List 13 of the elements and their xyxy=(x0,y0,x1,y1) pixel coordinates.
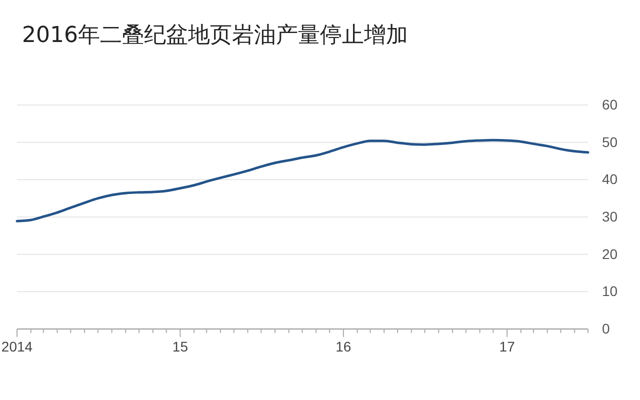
y-tick-label: 30 xyxy=(602,208,618,224)
line-series xyxy=(16,138,590,222)
x-tick-label: 2014 xyxy=(1,338,33,355)
y-tick-label: 10 xyxy=(602,283,618,300)
y-tick-label: 40 xyxy=(602,171,618,188)
x-tick-label: 15 xyxy=(172,338,188,355)
y-tick-label: 20 xyxy=(602,246,618,262)
x-tick-label: 17 xyxy=(499,338,516,355)
x-tick-label: 16 xyxy=(336,338,352,355)
chart-title: 2016年二叠纪盆地页岩油产量停止增加 xyxy=(22,23,408,48)
y-tick-label: 0 xyxy=(602,320,610,336)
y-tick-label: 50 xyxy=(602,134,618,150)
y-tick-label: 60 xyxy=(602,96,618,112)
